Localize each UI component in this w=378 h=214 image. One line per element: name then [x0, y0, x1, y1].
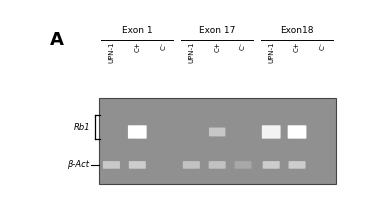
- FancyBboxPatch shape: [209, 128, 225, 136]
- FancyBboxPatch shape: [262, 125, 280, 139]
- FancyBboxPatch shape: [263, 161, 280, 169]
- Text: C⁻: C⁻: [320, 41, 326, 50]
- Text: Exon 1: Exon 1: [122, 26, 153, 35]
- Text: Rb1: Rb1: [74, 123, 91, 132]
- Text: C+: C+: [134, 41, 140, 52]
- FancyBboxPatch shape: [128, 125, 147, 139]
- FancyBboxPatch shape: [209, 161, 226, 169]
- Text: UPN-1: UPN-1: [268, 41, 274, 63]
- FancyBboxPatch shape: [234, 161, 251, 169]
- Text: Exon 17: Exon 17: [199, 26, 235, 35]
- FancyBboxPatch shape: [103, 161, 120, 169]
- Text: Exon18: Exon18: [280, 26, 314, 35]
- Text: UPN-1: UPN-1: [108, 41, 115, 63]
- Text: C+: C+: [214, 41, 220, 52]
- Bar: [99, 98, 336, 184]
- Text: A: A: [50, 31, 64, 49]
- FancyBboxPatch shape: [288, 125, 307, 139]
- Text: C+: C+: [294, 41, 300, 52]
- FancyBboxPatch shape: [288, 161, 305, 169]
- Text: C⁻: C⁻: [160, 41, 166, 50]
- FancyBboxPatch shape: [129, 161, 146, 169]
- Text: UPN-1: UPN-1: [188, 41, 194, 63]
- FancyBboxPatch shape: [183, 161, 200, 169]
- Text: C⁻: C⁻: [240, 41, 246, 50]
- Text: β-Act: β-Act: [67, 160, 89, 169]
